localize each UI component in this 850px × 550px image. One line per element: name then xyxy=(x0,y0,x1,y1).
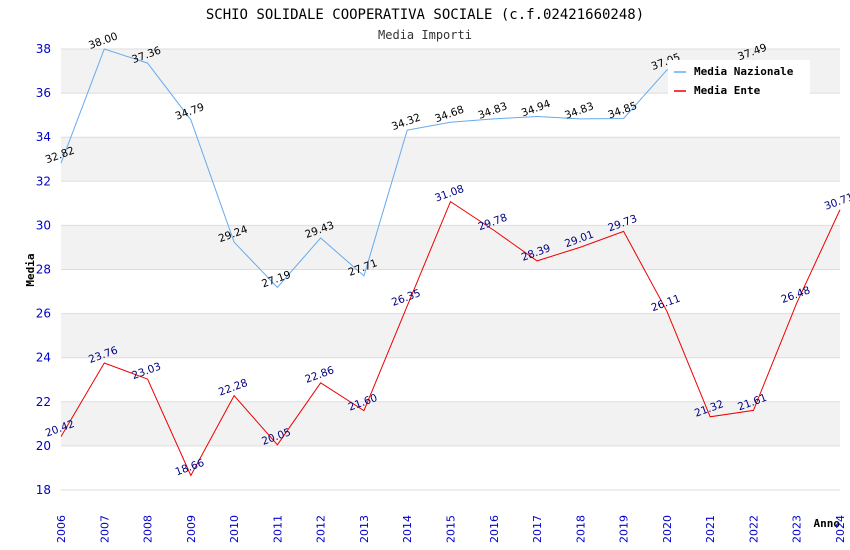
y-tick-label: 18 xyxy=(36,483,51,497)
grid-lines xyxy=(61,48,840,491)
y-tick-label: 20 xyxy=(36,439,51,453)
grid-band xyxy=(61,181,840,226)
y-tick-label: 38 xyxy=(36,42,51,56)
x-tick-label: 2008 xyxy=(142,515,155,543)
x-tick-label: 2013 xyxy=(358,515,371,543)
x-tick-label: 2020 xyxy=(661,515,674,543)
y-tick-label: 32 xyxy=(36,174,51,188)
x-tick-label: 2006 xyxy=(55,515,68,543)
series-layer xyxy=(60,48,841,477)
y-axis-label: Media xyxy=(24,253,37,286)
x-tick-label: 2018 xyxy=(574,515,587,543)
x-axis-label: Anno xyxy=(814,517,841,530)
chart-title: SCHIO SOLIDALE COOPERATIVA SOCIALE (c.f.… xyxy=(206,7,644,23)
grid-band xyxy=(61,137,840,182)
x-axis-ticks: 2006 2007 2008 2009 2010 2011 2012 2013 2014 2015… xyxy=(55,515,847,543)
grid-band xyxy=(61,401,840,446)
x-tick-label: 2010 xyxy=(228,515,241,543)
x-tick-label: 2023 xyxy=(791,515,804,543)
y-tick-label: 30 xyxy=(36,218,51,232)
x-tick-label: 2009 xyxy=(185,515,198,543)
series-line-media-nazionale xyxy=(60,48,754,289)
y-tick-label: 26 xyxy=(36,307,51,321)
x-tick-label: 2016 xyxy=(488,515,501,543)
grid-band xyxy=(61,357,840,402)
x-tick-label: 2021 xyxy=(704,515,717,543)
chart-subtitle: Media Importi xyxy=(378,28,472,42)
grid-band xyxy=(61,313,840,358)
y-tick-label: 34 xyxy=(36,130,51,144)
x-tick-label: 2017 xyxy=(531,515,544,543)
x-tick-label: 2015 xyxy=(445,515,458,543)
y-tick-label: 36 xyxy=(36,86,51,100)
y-axis-ticks: 18 20 22 24 26 28 30 32 34 36 38 xyxy=(36,42,51,497)
grid-band xyxy=(61,225,840,270)
grid-bands xyxy=(61,49,840,490)
x-tick-label: 2014 xyxy=(401,515,414,543)
y-tick-label: 22 xyxy=(36,395,51,409)
y-tick-label: 28 xyxy=(36,263,51,277)
x-tick-label: 2012 xyxy=(315,515,328,543)
legend: Media Nazionale Media Ente xyxy=(668,60,810,97)
x-tick-label: 2011 xyxy=(271,515,284,543)
grid-band xyxy=(61,93,840,138)
legend-label-media-ente: Media Ente xyxy=(694,84,761,97)
grid-band xyxy=(61,445,840,490)
series-line-media-ente xyxy=(60,200,841,477)
x-tick-label: 2007 xyxy=(98,515,111,543)
grid-band xyxy=(61,269,840,314)
legend-box xyxy=(668,60,810,96)
x-tick-label: 2024 xyxy=(834,515,847,543)
legend-label-media-nazionale: Media Nazionale xyxy=(694,65,794,78)
y-tick-label: 24 xyxy=(36,351,51,365)
x-tick-label: 2022 xyxy=(747,515,760,543)
x-tick-label: 2019 xyxy=(618,515,631,543)
